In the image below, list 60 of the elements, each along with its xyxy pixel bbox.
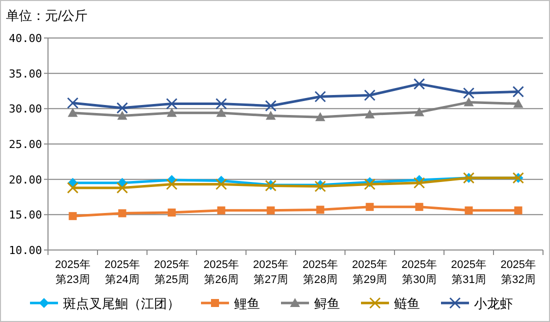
point [414, 177, 425, 189]
point [415, 202, 424, 211]
point [514, 206, 522, 214]
point [117, 110, 128, 120]
point [166, 98, 178, 110]
y-tick-label: 15.00 [8, 208, 42, 222]
point [265, 100, 276, 112]
y-tick-label: 40.00 [8, 32, 42, 45]
x-tick-label: 2025年第24周 [104, 259, 140, 286]
y-tick-label: 35.00 [8, 67, 42, 80]
y-tick-label: 10.00 [8, 244, 42, 257]
point [316, 206, 324, 214]
point [463, 87, 474, 99]
point [314, 90, 326, 102]
point [216, 108, 226, 117]
y-tick-label: 20.00 [8, 173, 42, 186]
point [366, 202, 374, 211]
point [217, 206, 226, 214]
x-tick-label: 2025年第28周 [302, 259, 338, 286]
x-tick-label: 2025年第32周 [500, 259, 536, 286]
chart-title: 单位：元/公斤 [6, 8, 88, 23]
point [414, 107, 424, 116]
point [116, 102, 128, 114]
legend-label: 鲢鱼 [394, 296, 420, 311]
point [166, 108, 177, 117]
point [116, 182, 128, 194]
point [266, 206, 275, 214]
point [314, 180, 326, 192]
point [464, 206, 473, 214]
point [168, 208, 176, 217]
point [216, 98, 227, 110]
x-tick-label: 2025年第23周 [55, 259, 90, 286]
point [67, 97, 78, 109]
y-tick-label: 30.00 [8, 102, 42, 116]
point [513, 98, 524, 108]
point [68, 108, 78, 117]
x-tick-label: 2025年第29周 [352, 259, 388, 286]
point [118, 209, 126, 218]
point [364, 89, 376, 101]
point [464, 97, 474, 106]
legend-label: 鲤鱼 [234, 296, 260, 311]
legend-label: 鲟鱼 [314, 296, 340, 311]
point [364, 178, 376, 190]
x-tick-label: 2025年第27周 [253, 259, 288, 286]
point [67, 182, 78, 194]
point [364, 109, 375, 118]
point [68, 212, 77, 220]
legend-label: 小龙虾 [474, 296, 513, 311]
y-tick-label: 25.00 [8, 138, 42, 151]
point [315, 112, 326, 122]
x-tick-label: 2025年第26周 [204, 259, 239, 286]
point [512, 86, 524, 98]
legend-label: 斑点叉尾鮰（江团） [63, 296, 180, 311]
point [216, 178, 227, 190]
point [166, 178, 178, 190]
x-tick-label: 2025年第31周 [451, 259, 486, 286]
point [266, 110, 276, 120]
x-tick-label: 2025年第25周 [154, 259, 190, 286]
x-tick-label: 2025年第30周 [402, 259, 437, 286]
point [414, 78, 425, 90]
